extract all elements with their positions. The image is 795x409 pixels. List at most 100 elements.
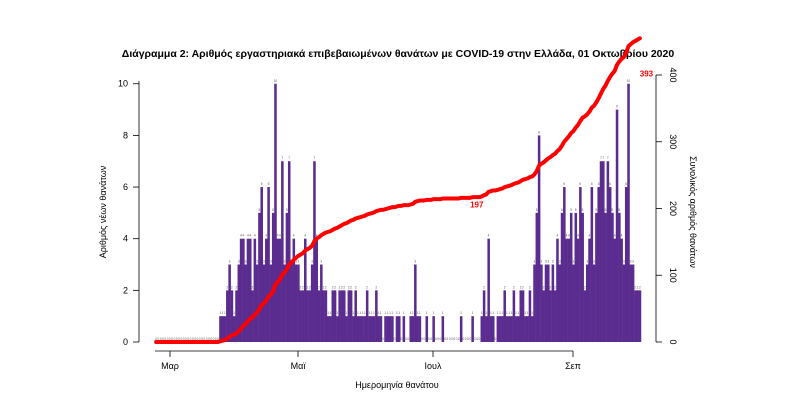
bar: [599, 161, 603, 342]
bar-value-label: 4: [568, 234, 570, 238]
bar-value-label: 5: [272, 208, 274, 212]
x-tick-label: Σεπ: [565, 361, 581, 371]
bar-value-label: 4: [304, 234, 306, 238]
bar: [533, 264, 536, 342]
bar: [375, 290, 378, 342]
bar-value-label: 0: [160, 337, 162, 341]
bar: [565, 238, 568, 342]
bar: [547, 264, 550, 342]
bar-value-label: 3: [256, 260, 258, 264]
bar: [411, 316, 415, 342]
bar-value-label: 1: [419, 311, 421, 315]
left-tick-label: 4: [123, 234, 128, 244]
bar-value-label: 1: [524, 311, 526, 315]
bar-value-label: 0: [185, 337, 187, 341]
bar-value-label: 2: [307, 285, 309, 289]
bar: [308, 290, 312, 342]
bar-value-label: 6: [591, 182, 593, 186]
bar-value-label: 1: [497, 311, 499, 315]
bar: [223, 316, 227, 342]
bar: [356, 316, 360, 342]
bar: [352, 316, 355, 342]
bar-value-label: 7: [313, 156, 315, 160]
bar: [569, 212, 573, 342]
bar-value-label: 2: [323, 285, 325, 289]
bar-value-label: 1: [481, 311, 483, 315]
left-tick-label: 8: [123, 130, 128, 140]
bar: [313, 161, 316, 342]
bar-value-label: 4: [279, 234, 281, 238]
bar: [226, 290, 229, 342]
bar-value-label: 2: [520, 285, 522, 289]
bar-value-label: 1: [387, 311, 389, 315]
bar-value-label: 2: [529, 285, 531, 289]
x-tick-label: Μαρ: [161, 361, 179, 371]
bar-value-label: 4: [614, 234, 616, 238]
bar: [276, 238, 280, 342]
bar-value-label: 2: [348, 285, 350, 289]
bar-value-label: 0: [176, 337, 178, 341]
left-tick-label: 0: [123, 337, 128, 347]
bar-value-label: 10: [627, 79, 631, 83]
bar-value-label: 0: [162, 337, 164, 341]
bar: [535, 212, 539, 342]
bar: [489, 316, 493, 342]
left-tick-label: 6: [123, 182, 128, 192]
bar: [556, 238, 559, 342]
bar: [354, 290, 357, 342]
bar-value-label: 0: [401, 337, 403, 341]
bar-value-label: 1: [517, 311, 519, 315]
bar: [322, 290, 325, 342]
bar-value-label: 0: [197, 337, 199, 341]
bar: [620, 238, 623, 342]
bar-value-label: 2: [343, 285, 345, 289]
bar-value-label: 0: [478, 337, 480, 341]
bar-value-label: 2: [332, 285, 334, 289]
bar: [544, 264, 548, 342]
bar-value-label: 0: [430, 337, 432, 341]
bar: [331, 290, 335, 342]
bar: [338, 290, 341, 342]
bar: [391, 316, 394, 342]
bar-value-label: 3: [623, 260, 625, 264]
bar-value-label: 0: [446, 337, 448, 341]
bar: [306, 290, 309, 342]
bar-value-label: 0: [155, 337, 157, 341]
bar-value-label: 1: [329, 311, 331, 315]
bar-value-label: 1: [373, 311, 375, 315]
bar-value-label: 2: [226, 285, 228, 289]
bar: [572, 264, 575, 342]
bar: [267, 187, 270, 342]
bar: [485, 316, 488, 342]
bar: [553, 290, 557, 342]
bar-value-label: 3: [559, 260, 561, 264]
left-axis-ticks: 0 2 4 6 8 10: [118, 79, 139, 347]
bar-value-label: 3: [270, 260, 272, 264]
bar-value-label: 2: [302, 285, 304, 289]
bar: [414, 264, 417, 342]
bar: [622, 264, 626, 342]
bar-value-label: 5: [570, 208, 572, 212]
bar: [487, 238, 490, 342]
bar-value-label: 0: [180, 337, 182, 341]
bar-value-label: 4: [566, 234, 568, 238]
bar: [301, 290, 305, 342]
bar-value-label: 5: [575, 208, 577, 212]
bar: [255, 264, 259, 342]
bar: [349, 290, 353, 342]
bar: [230, 290, 234, 342]
cumulative-line-path: [154, 36, 642, 344]
bar: [505, 316, 509, 342]
bar: [285, 212, 289, 342]
bar-value-label: 3: [311, 260, 313, 264]
bar-value-label: 3: [295, 260, 297, 264]
bar: [283, 264, 286, 342]
bar: [304, 238, 307, 342]
bar: [615, 109, 619, 342]
bar: [265, 238, 268, 342]
bar-value-label: 3: [263, 260, 265, 264]
bar: [342, 290, 346, 342]
bar-value-label: 1: [384, 311, 386, 315]
bar-value-label: 0: [194, 337, 196, 341]
